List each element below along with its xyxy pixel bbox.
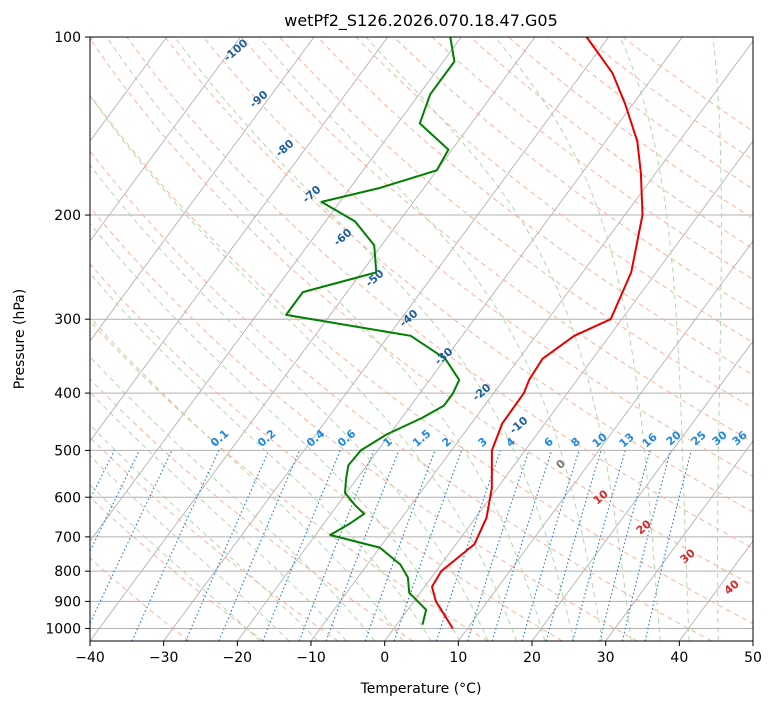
dry-adiabat-line (240, 37, 753, 443)
x-axis-label: Temperature (°C) (360, 681, 482, 697)
mixing-ratio-line (262, 450, 341, 641)
temperature-profile-line (431, 37, 644, 630)
mixing-ratio-line (364, 450, 436, 641)
x-tick-label: 10 (449, 650, 467, 666)
y-tick-label: 100 (54, 30, 81, 46)
isotherm-line (384, 140, 753, 641)
mixing-ratio-line (435, 450, 501, 641)
x-tick-label: 20 (523, 650, 541, 666)
moist-adiabat-line (90, 272, 432, 641)
plot-frame (89, 36, 754, 642)
mixing-ratio-line (644, 450, 692, 641)
y-axis-label: Pressure (hPa) (12, 289, 28, 389)
dry-adiabat-line (164, 37, 753, 513)
x-tick-label: −10 (296, 650, 326, 666)
isotherm-line (237, 37, 683, 641)
x-tick-label: 40 (670, 650, 688, 666)
moist-adiabat-line (106, 37, 546, 641)
dry-adiabat-line (90, 378, 414, 641)
isotherm-line (531, 340, 753, 641)
mixing-ratio-line (90, 450, 115, 501)
isotherm-line (310, 40, 753, 641)
dry-adiabat-line (90, 557, 190, 641)
isotherm-line (90, 37, 315, 342)
x-tick-label: 30 (597, 650, 615, 666)
isotherm-line (163, 37, 610, 641)
mixing-ratio-line (545, 450, 602, 641)
isotherm-line (90, 37, 168, 142)
moist-adiabat-line (90, 391, 347, 641)
y-tick-label: 1000 (45, 621, 81, 637)
moist-adiabat-line (90, 424, 319, 641)
y-tick-label: 700 (54, 530, 81, 546)
isotherm-line (90, 37, 536, 641)
y-tick-label: 800 (54, 564, 81, 580)
y-tick-label: 600 (54, 490, 81, 506)
chart-title: wetPf2_S126.2026.070.18.47.G05 (284, 11, 558, 31)
moist-adiabat-line (174, 37, 575, 641)
mixing-ratio-line (521, 450, 580, 641)
moist-adiabat-line (712, 37, 722, 641)
dry-adiabat-line (90, 38, 753, 586)
y-tick-label: 300 (54, 312, 81, 328)
dry-adiabat-line (126, 37, 753, 549)
isotherm-line (90, 37, 241, 242)
x-tick-label: 50 (744, 650, 762, 666)
isotherm-line (605, 440, 753, 641)
mixing-ratio-line (185, 450, 270, 641)
moist-adiabat-line (90, 316, 404, 641)
x-tick-label: 0 (380, 650, 389, 666)
isotherm-line (90, 37, 462, 542)
moist-adiabat-line (365, 37, 632, 641)
x-tick-label: −20 (223, 650, 253, 666)
y-tick-label: 900 (54, 594, 81, 610)
moist-adiabat-line (90, 95, 517, 641)
y-tick-label: 500 (54, 443, 81, 459)
dry-adiabat-line (90, 150, 712, 641)
isotherm-line (458, 240, 753, 641)
moist-adiabat-line (90, 164, 489, 641)
x-tick-label: −30 (149, 650, 179, 666)
moist-adiabat-line (90, 484, 261, 641)
moist-adiabat-line (90, 455, 290, 641)
dewpoint-profile-line (285, 37, 461, 625)
mixing-ratio-line (218, 450, 301, 641)
profile-lines (285, 37, 644, 630)
y-tick-label: 200 (54, 208, 81, 224)
background-lines (90, 37, 753, 641)
y-tick-label: 400 (54, 386, 81, 402)
mixing-ratio-line (491, 450, 553, 641)
moist-adiabat-line (619, 37, 690, 641)
mixing-ratio-line (393, 450, 463, 641)
mixing-ratio-line (599, 450, 651, 641)
mixing-ratio-line (621, 450, 672, 641)
mixing-ratio-line (466, 450, 530, 641)
dry-adiabat-line (355, 37, 753, 343)
mixing-ratio-line (298, 450, 375, 641)
axis-ticks: −40 −30 −20 −10 0 10 20 30 40 50 100 200 300 400 500 60… (45, 30, 762, 666)
mixing-ratio-line (325, 450, 400, 641)
moist-adiabat-line (494, 37, 661, 641)
mixing-ratio-line (572, 450, 626, 641)
dry-adiabat-line (90, 263, 563, 641)
dry-adiabat-line (90, 94, 753, 625)
dry-adiabat-line (317, 37, 753, 376)
isotherm-line (90, 37, 389, 442)
x-tick-label: −40 (75, 650, 105, 666)
